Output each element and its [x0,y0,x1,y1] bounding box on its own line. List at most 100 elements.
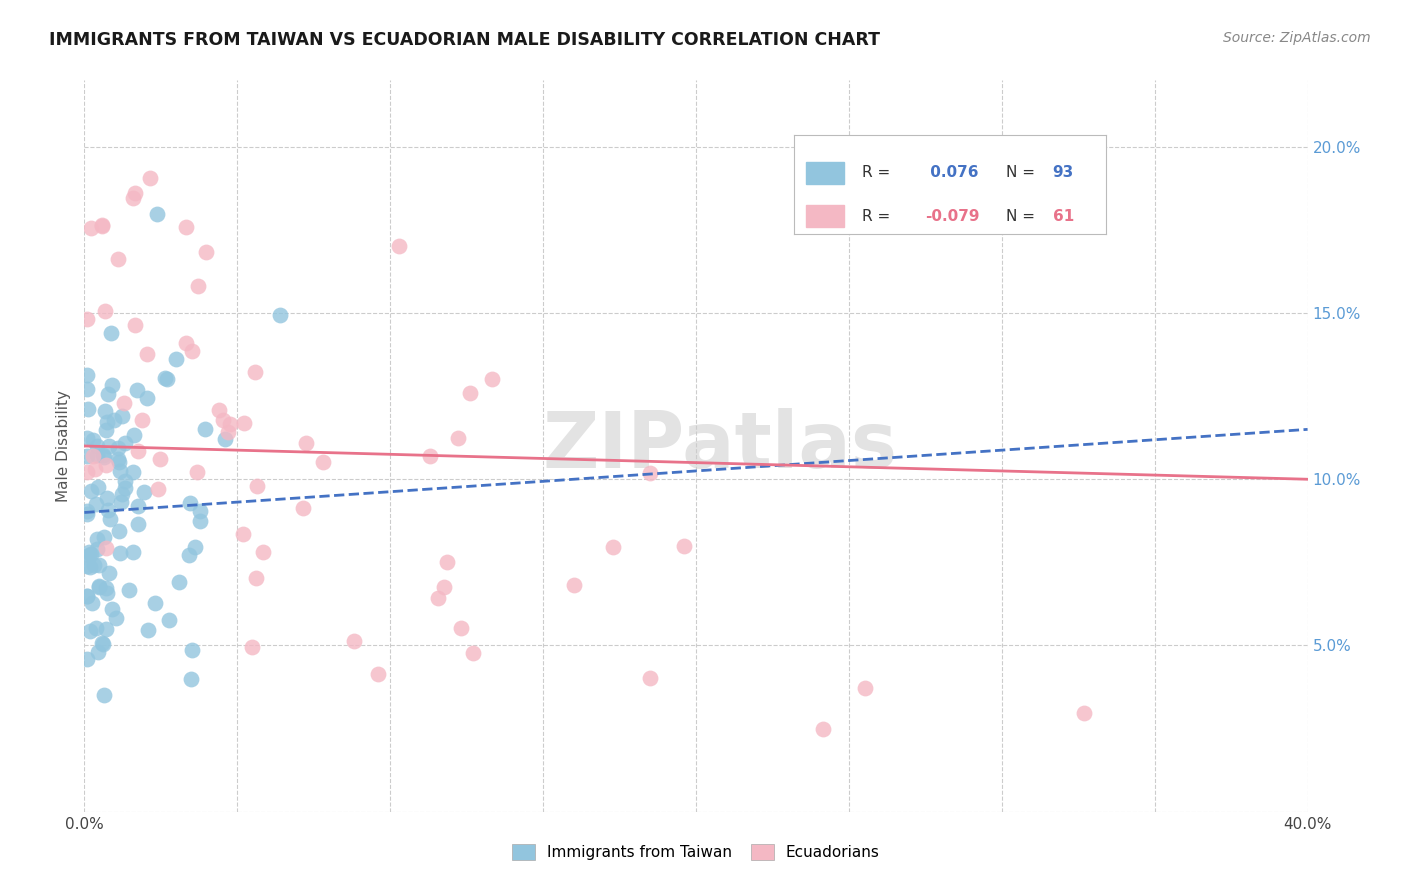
Point [76,589,98,603]
Point [98,511,121,525]
Point [93,530,115,544]
Point [183,540,205,554]
Point [94,581,117,595]
Point [180,643,202,657]
Legend: Immigrants from Taiwan, Ecuadorians: Immigrants from Taiwan, Ecuadorians [506,838,886,866]
Point [143,596,166,610]
Point [86,542,108,557]
Point [91,449,114,463]
Point [93,689,115,703]
Point [107,451,129,466]
Text: IMMIGRANTS FROM TAIWAN VS ECUADORIAN MALE DISABILITY CORRELATION CHART: IMMIGRANTS FROM TAIWAN VS ECUADORIAN MAL… [49,31,880,49]
Point [114,474,136,488]
Point [90,219,112,234]
Point [127,383,149,397]
Point [76,589,98,603]
Point [111,487,134,501]
Point [76,504,98,518]
Point [187,279,209,293]
Point [463,646,485,660]
Point [96,491,118,506]
Point [96,586,118,600]
Point [114,481,136,495]
Point [139,171,162,186]
Point [180,672,202,686]
Point [131,413,153,427]
Point [100,326,122,340]
Point [112,396,135,410]
Point [79,624,101,639]
Point [811,722,834,736]
Point [292,501,315,516]
Point [103,413,125,427]
Point [80,221,103,235]
Point [110,546,132,560]
Point [157,613,180,627]
Point [83,558,105,572]
Point [98,439,121,453]
Point [110,409,132,423]
Point [433,580,456,594]
Point [94,541,117,555]
Point [127,499,149,513]
Point [212,413,235,427]
Point [124,186,146,200]
Point [132,484,155,499]
Point [640,671,662,685]
Point [638,466,661,480]
Point [177,548,200,562]
Point [93,637,115,651]
Point [146,207,169,221]
Point [76,368,98,382]
Point [84,498,107,512]
Point [426,591,449,605]
Point [243,365,266,379]
Point [80,547,103,561]
Point [232,527,254,541]
Point [104,610,127,624]
Point [76,401,98,416]
Point [107,252,129,266]
Point [82,434,104,448]
Point [76,466,98,480]
Point [153,371,176,385]
Point [89,579,111,593]
Point [481,372,503,386]
Point [447,431,470,445]
Point [232,416,254,430]
Point [245,571,267,585]
Point [136,623,159,637]
Point [87,480,110,494]
Point [121,544,143,558]
Point [853,681,876,695]
Text: Source: ZipAtlas.com: Source: ZipAtlas.com [1223,31,1371,45]
Point [100,602,122,616]
Point [76,311,98,326]
Point [458,386,481,401]
Point [252,544,274,558]
Point [208,402,231,417]
Point [214,432,236,446]
Point [86,439,108,453]
Point [419,449,441,463]
Point [97,503,120,517]
Point [179,495,201,509]
Point [84,621,107,635]
Point [87,580,110,594]
Point [124,318,146,333]
Point [672,539,695,553]
Point [90,636,112,650]
Point [79,483,101,498]
Point [246,479,269,493]
Point [122,428,145,442]
Point [436,555,458,569]
Point [76,431,98,445]
Point [86,448,108,462]
Point [108,464,131,478]
Point [93,450,115,464]
Point [181,344,204,359]
Point [96,415,118,429]
Point [76,507,98,521]
Point [135,347,157,361]
Point [76,382,98,396]
